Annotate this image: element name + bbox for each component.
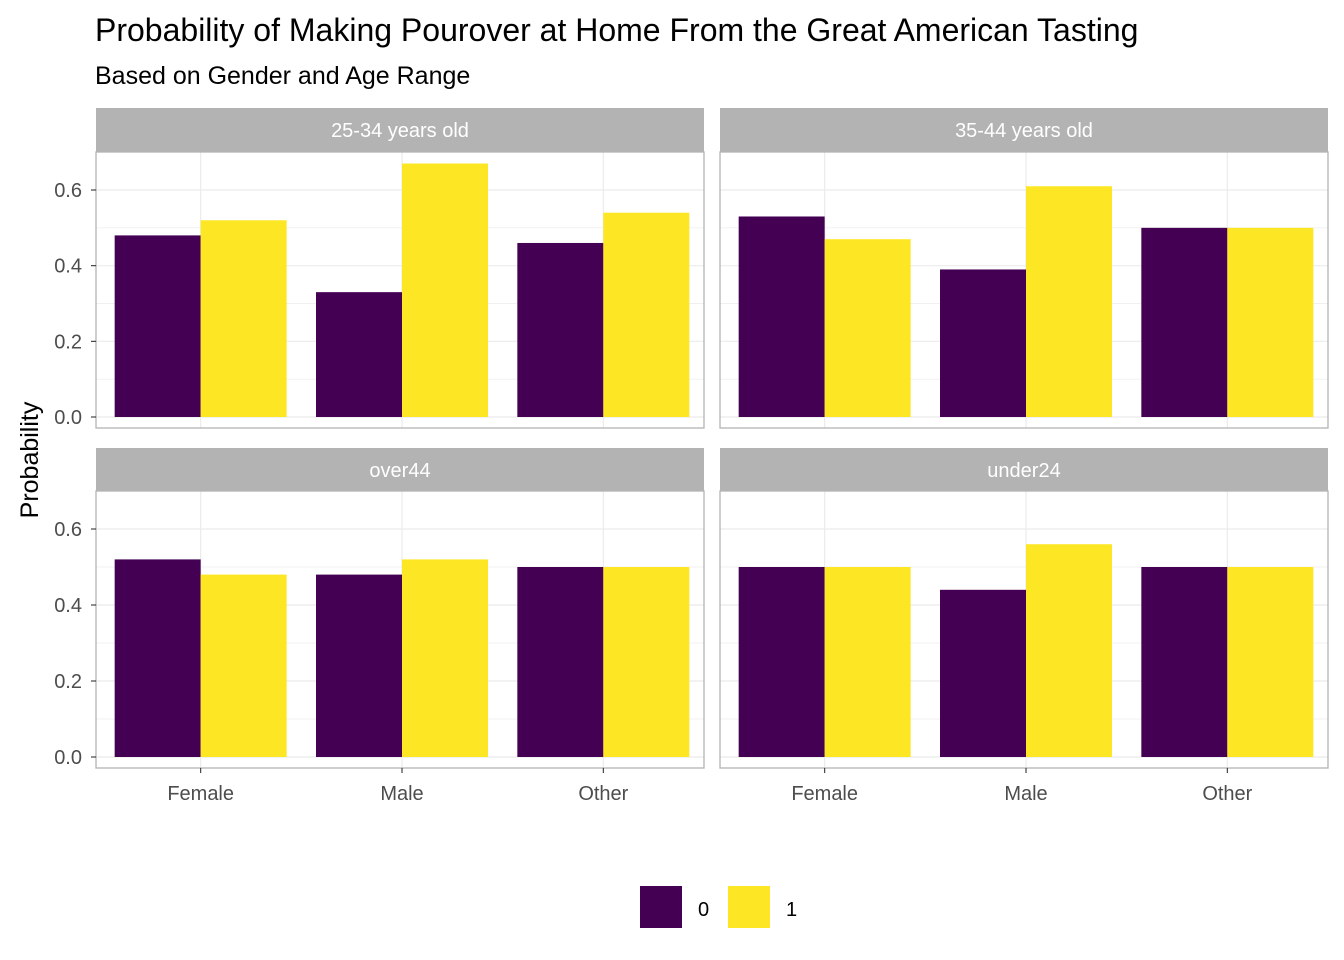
facet-panel: under24 Female Male Other xyxy=(719,448,1329,805)
x-tick-label: Female xyxy=(167,783,234,805)
x-tick-label: Female xyxy=(791,783,858,805)
bar xyxy=(200,574,287,757)
bar xyxy=(824,567,911,757)
bar xyxy=(603,567,690,757)
y-tick-label: 0.2 xyxy=(54,331,82,353)
x-tick-label: Other xyxy=(578,783,628,805)
x-tick-label: Other xyxy=(1202,783,1252,805)
panel-border xyxy=(719,490,1329,769)
bar xyxy=(1026,186,1112,417)
panel-border xyxy=(95,151,705,429)
bar xyxy=(603,212,690,417)
x-tick-label: Male xyxy=(380,783,423,805)
y-tick-label: 0.2 xyxy=(54,671,82,693)
facet-panel: 35-44 years old xyxy=(719,108,1329,429)
bar xyxy=(114,235,201,417)
facet-panel: over44 0.0 0.2 0.4 0.6 Female Male Other xyxy=(54,448,705,805)
facet-strip-label: 35-44 years old xyxy=(955,120,1093,142)
bar xyxy=(1026,544,1112,757)
bar xyxy=(824,239,911,417)
x-tick-label: Male xyxy=(1004,783,1047,805)
facet-strip-label: over44 xyxy=(369,460,430,482)
bar xyxy=(200,220,287,417)
facet-strip xyxy=(96,108,704,152)
bar xyxy=(738,567,825,757)
legend-key xyxy=(640,886,682,928)
y-tick-label: 0.0 xyxy=(54,407,82,429)
bar xyxy=(1141,567,1228,757)
y-axis-label: Probability xyxy=(16,401,44,518)
bar xyxy=(517,567,604,757)
bar xyxy=(402,163,488,417)
facet-panels: 25-34 years old 0.0 0.2 0.4 0.6 35-44 years o… xyxy=(54,108,1329,805)
bar xyxy=(402,559,488,757)
facet-panel: 25-34 years old 0.0 0.2 0.4 0.6 xyxy=(54,108,705,429)
bar xyxy=(114,559,201,757)
bar xyxy=(316,292,402,417)
legend-label: 1 xyxy=(786,899,797,921)
facet-strip-label: under24 xyxy=(987,460,1060,482)
panel-border xyxy=(95,490,705,769)
chart-subtitle: Based on Gender and Age Range xyxy=(95,62,470,90)
y-tick-label: 0.6 xyxy=(54,519,82,541)
chart-title: Probability of Making Pourover at Home F… xyxy=(95,12,1138,48)
bar xyxy=(738,216,825,417)
bar xyxy=(316,574,402,757)
y-tick-label: 0.0 xyxy=(54,747,82,769)
bar xyxy=(940,589,1026,757)
y-tick-label: 0.4 xyxy=(54,595,82,617)
facet-strip-label: 25-34 years old xyxy=(331,120,469,142)
y-tick-label: 0.6 xyxy=(54,180,82,202)
legend-label: 0 xyxy=(698,899,709,921)
bar xyxy=(1141,227,1228,417)
facet-strip xyxy=(720,108,1328,152)
bar xyxy=(517,242,604,417)
bar xyxy=(1227,227,1314,417)
legend-key xyxy=(728,886,770,928)
facet-strip xyxy=(96,448,704,491)
bar xyxy=(1227,567,1314,757)
bar xyxy=(940,269,1026,417)
facet-strip xyxy=(720,448,1328,491)
panel-border xyxy=(719,151,1329,429)
y-tick-label: 0.4 xyxy=(54,256,82,278)
